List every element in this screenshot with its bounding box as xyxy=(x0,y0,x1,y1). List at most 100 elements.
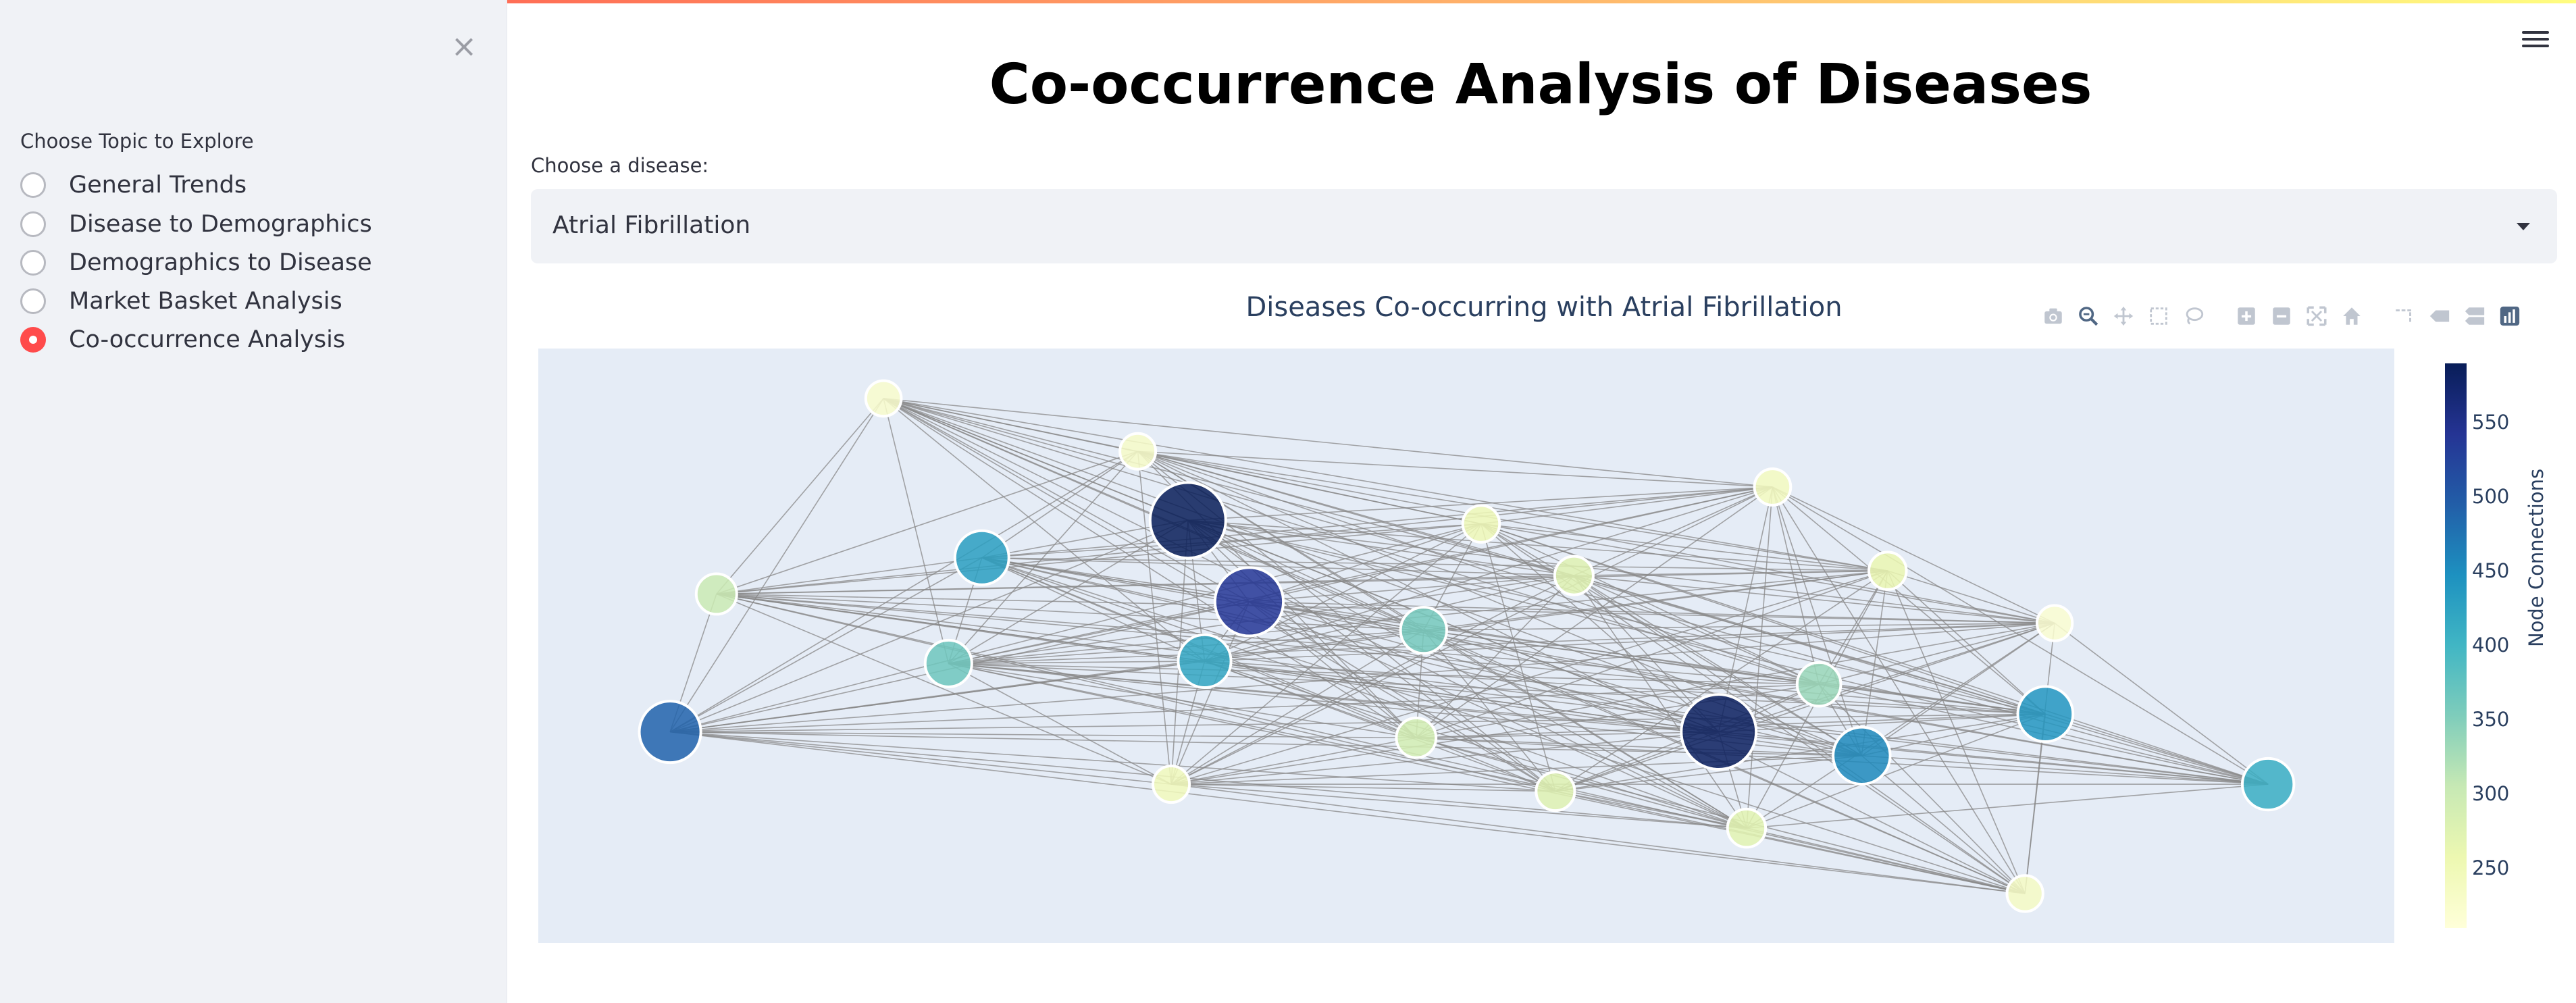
network-edge xyxy=(1887,570,2046,715)
radio-option-disease-to-demographics[interactable]: Disease to Demographics xyxy=(20,205,372,243)
network-edge xyxy=(1170,523,1482,785)
network-edge xyxy=(1171,755,1862,785)
network-node[interactable] xyxy=(1177,633,1233,689)
colorbar-tick-label: 500 xyxy=(2472,485,2510,508)
network-node[interactable] xyxy=(864,379,903,418)
network-node[interactable] xyxy=(953,529,1010,586)
network-edge xyxy=(1423,629,1556,792)
network-edge xyxy=(716,486,1773,595)
close-sidebar-icon[interactable]: × xyxy=(450,28,478,64)
network-node[interactable] xyxy=(1832,725,1892,786)
network-node[interactable] xyxy=(1213,566,1285,638)
network-edge xyxy=(716,593,1424,631)
plot-background xyxy=(538,349,2394,943)
radio-option-label: Demographics to Disease xyxy=(69,249,372,276)
hover-compare-icon[interactable] xyxy=(2457,301,2492,331)
lasso-select-icon[interactable] xyxy=(2176,301,2211,331)
radio-circle-icon[interactable] xyxy=(20,288,46,314)
zoom-in-icon[interactable] xyxy=(2229,301,2264,331)
network-node[interactable] xyxy=(1395,717,1438,759)
network-edge xyxy=(1249,601,1747,829)
network-node[interactable] xyxy=(1148,481,1227,560)
network-node[interactable] xyxy=(1795,661,1843,708)
network-node[interactable] xyxy=(2005,874,2044,913)
hamburger-menu-icon[interactable] xyxy=(2522,27,2549,54)
hover-closest-icon[interactable] xyxy=(2422,301,2457,331)
network-edge xyxy=(981,486,1773,559)
network-node[interactable] xyxy=(694,572,738,616)
network-edge xyxy=(1187,519,2269,785)
network-edge xyxy=(1423,629,1747,829)
radio-circle-icon[interactable] xyxy=(20,250,46,276)
network-edge xyxy=(948,519,1189,665)
network-edge xyxy=(1416,737,1747,829)
network-edge xyxy=(981,557,1574,576)
network-node[interactable] xyxy=(1535,771,1576,813)
network-edge xyxy=(716,557,982,595)
spike-lines-icon[interactable] xyxy=(2387,301,2422,331)
zoom-out-icon[interactable] xyxy=(2264,301,2299,331)
network-edge xyxy=(1170,731,1719,785)
network-edge xyxy=(1746,713,2046,829)
disease-select[interactable]: Atrial Fibrillation xyxy=(531,189,2557,263)
radio-option-market-basket-analysis[interactable]: Market Basket Analysis xyxy=(20,282,342,320)
network-edge xyxy=(670,731,1555,792)
radio-circle-checked-icon[interactable] xyxy=(20,327,46,353)
page-title: Co-occurrence Analysis of Diseases xyxy=(989,53,2092,117)
radio-circle-icon[interactable] xyxy=(20,211,46,237)
network-edge xyxy=(716,398,884,594)
colorbar-tick-label: 300 xyxy=(2472,782,2510,805)
network-node[interactable] xyxy=(1399,605,1448,655)
network-edge xyxy=(1187,519,2046,715)
network-edge xyxy=(1187,486,1773,521)
network-edge xyxy=(1204,661,1719,733)
network-edge xyxy=(716,593,2055,624)
network-node[interactable] xyxy=(1867,550,1908,591)
reset-axes-icon[interactable] xyxy=(2334,301,2369,331)
network-edge xyxy=(670,661,1205,733)
network-edge xyxy=(1746,827,2026,894)
pan-icon[interactable] xyxy=(2106,301,2141,331)
box-select-icon[interactable] xyxy=(2141,301,2176,331)
network-edge xyxy=(1204,661,1747,829)
network-edge xyxy=(1772,486,2046,715)
network-edge xyxy=(1772,486,1820,685)
network-edge xyxy=(883,398,1574,576)
network-node[interactable] xyxy=(1680,693,1758,771)
network-node[interactable] xyxy=(1553,555,1595,596)
autoscale-icon[interactable] xyxy=(2299,301,2334,331)
network-edge xyxy=(948,622,2055,665)
network-edge xyxy=(948,661,1205,665)
network-node[interactable] xyxy=(1461,504,1501,544)
network-edge xyxy=(948,601,1250,665)
radio-option-label: Disease to Demographics xyxy=(69,211,372,238)
network-node[interactable] xyxy=(1118,432,1158,471)
network-edge xyxy=(1772,486,2026,894)
network-node[interactable] xyxy=(923,638,973,688)
network-node[interactable] xyxy=(638,700,702,765)
radio-circle-icon[interactable] xyxy=(20,172,46,198)
network-edge xyxy=(1555,570,1888,792)
network-edge xyxy=(981,557,2026,894)
network-node[interactable] xyxy=(1726,807,1768,849)
radio-option-co-occurrence-analysis[interactable]: Co-occurrence Analysis xyxy=(20,321,345,359)
network-edge xyxy=(1574,575,2055,624)
network-node[interactable] xyxy=(1753,467,1793,507)
network-edge xyxy=(1861,755,2269,785)
colorbar-tick-label: 450 xyxy=(2472,559,2510,582)
network-node[interactable] xyxy=(2035,604,2074,642)
network-edge xyxy=(1555,755,1862,792)
network-node[interactable] xyxy=(2240,756,2296,812)
camera-icon[interactable] xyxy=(2036,301,2071,331)
zoom-icon[interactable] xyxy=(2071,301,2106,331)
network-edge xyxy=(669,451,1139,733)
network-node[interactable] xyxy=(1152,764,1191,804)
chevron-down-icon[interactable] xyxy=(2517,223,2530,230)
radio-option-general-trends[interactable]: General Trends xyxy=(20,166,247,204)
network-edge xyxy=(670,731,1747,829)
network-edge xyxy=(1555,622,2055,792)
plotly-logo-icon[interactable] xyxy=(2492,301,2527,331)
radio-option-demographics-to-disease[interactable]: Demographics to Disease xyxy=(20,244,372,282)
network-edge xyxy=(1718,622,2055,733)
network-node[interactable] xyxy=(2016,685,2075,744)
